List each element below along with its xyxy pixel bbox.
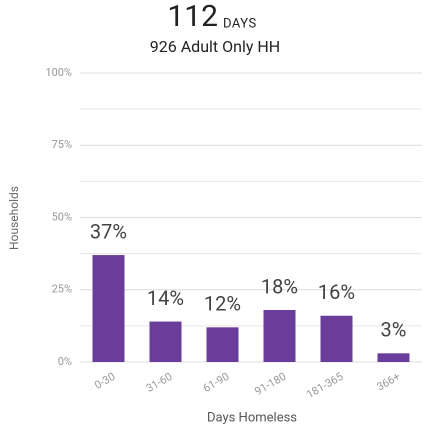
x-tick-label: 181-365 [304, 370, 345, 401]
bar [377, 353, 410, 362]
value-label: 14% [147, 286, 184, 310]
y-tick-label: 0% [58, 355, 72, 368]
title-unit: DAYS [223, 16, 257, 31]
bar [263, 309, 296, 362]
chart-subtitle: 926 Adult Only HH [150, 37, 280, 56]
y-tick-label: 25% [52, 283, 72, 296]
x-tick-label: 0-30 [92, 370, 117, 392]
x-tick-label: 61-90 [201, 370, 232, 395]
bar [320, 315, 353, 362]
value-label: 37% [90, 219, 127, 243]
bar [206, 327, 239, 362]
y-tick-label: 50% [52, 210, 72, 223]
x-tick-label: 366+ [374, 370, 402, 394]
x-axis-label: Days Homeless [207, 410, 297, 425]
value-label: 3% [381, 318, 407, 342]
x-tick-label: 91-180 [253, 370, 289, 398]
bar [149, 321, 182, 362]
value-label: 16% [318, 280, 355, 304]
bar [92, 255, 125, 362]
chart-title: 112 [167, 0, 218, 34]
y-axis-label: Households [7, 186, 21, 250]
value-label: 12% [204, 292, 241, 316]
x-tick-label: 31-60 [144, 370, 175, 395]
y-tick-label: 100% [45, 66, 72, 79]
value-label: 18% [261, 274, 298, 298]
y-tick-label: 75% [52, 138, 72, 151]
